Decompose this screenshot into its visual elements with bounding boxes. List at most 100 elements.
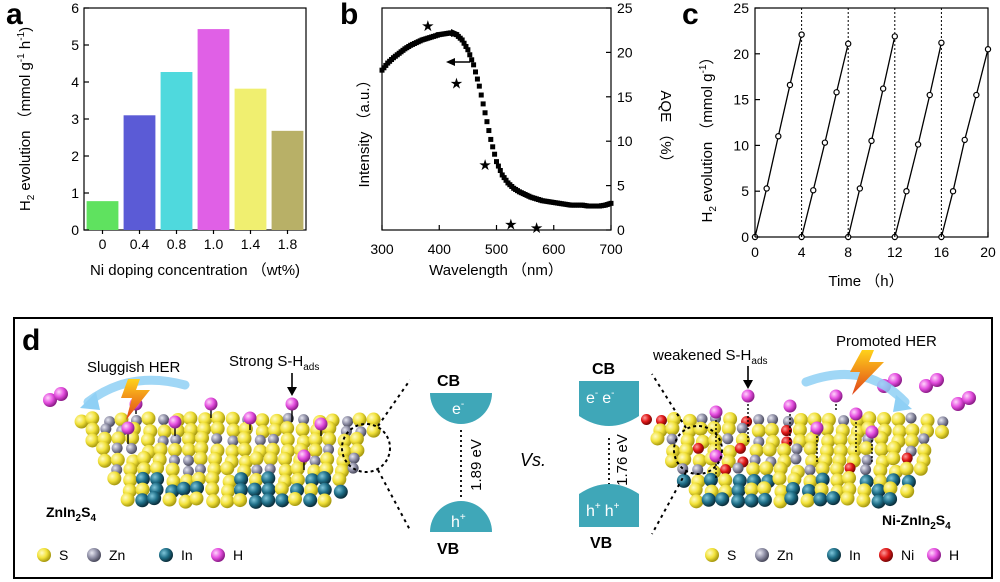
legend-swatch: [159, 548, 173, 562]
panel-b-right-ylabel: AQE （%）: [657, 90, 674, 169]
h-atom: [285, 397, 299, 411]
panel-a: a 0 1 2 3 4 5 6 0 0.4 0.8 1.0 1.4 1.8 Ni doping con…: [6, 0, 307, 279]
atom: [323, 444, 335, 456]
atom: [85, 422, 100, 437]
x-tick-label: 4: [798, 244, 806, 260]
atom: [874, 442, 889, 457]
atom: [189, 491, 204, 506]
vb-label-left: VB: [437, 541, 459, 558]
atom: [676, 473, 691, 488]
atom: [689, 494, 704, 509]
atom: [135, 493, 150, 508]
atom: [833, 432, 848, 447]
electron-left: e-: [452, 399, 464, 418]
h2-atom: [919, 379, 933, 393]
atom: [722, 433, 734, 445]
h-atom: [709, 449, 723, 463]
atom: [777, 443, 792, 458]
atom: [317, 471, 332, 486]
electrons-right: e-e-: [586, 388, 615, 407]
atom: [917, 443, 932, 458]
panel-b-aqe-points: ★ ★ ★ ★ ★: [421, 18, 543, 237]
atom: [317, 482, 332, 497]
panel-c-xlabel: Time （h）: [828, 273, 903, 290]
panel-d-frame: [13, 317, 993, 579]
atom: [913, 461, 928, 476]
panel-c: c 0 4 8 12 16 20 0 5 10 15 20 25 Time （h） H2 evolu…: [682, 0, 996, 290]
atom: [317, 493, 332, 508]
y-tick-label: 0: [741, 229, 749, 245]
atom: [165, 462, 180, 477]
atom: [282, 412, 294, 424]
absorbance-point: [480, 101, 486, 107]
atom: [666, 433, 678, 445]
atom: [800, 493, 815, 508]
atom: [225, 444, 240, 459]
atom: [226, 423, 241, 438]
atom: [861, 454, 873, 466]
h-atom: [741, 389, 755, 403]
atom: [227, 435, 239, 447]
atom: [181, 442, 196, 457]
atom: [135, 471, 150, 486]
atom: [320, 452, 335, 467]
absorbance-point: [459, 37, 465, 43]
atom: [251, 464, 263, 476]
atom: [650, 431, 665, 446]
ni-zninS-crystal-right: [640, 389, 949, 509]
absorbance-point: [497, 168, 503, 174]
atom: [937, 416, 949, 428]
h-atom: [314, 417, 328, 431]
atom: [696, 413, 708, 425]
h-atom: [829, 389, 843, 403]
atom: [110, 452, 125, 467]
bolt-icon: [850, 350, 884, 395]
cycle-line: [940, 49, 989, 238]
cb-band-left: [430, 393, 492, 424]
atom: [753, 414, 765, 426]
aqe-star: ★: [478, 157, 491, 174]
atom: [261, 471, 276, 486]
atom: [366, 412, 381, 427]
y-tick-label: 25: [733, 0, 749, 16]
atom: [170, 434, 182, 446]
h-atom: [709, 405, 723, 419]
legend-label: Zn: [777, 547, 793, 563]
cycle-point: [821, 139, 829, 146]
y-tick-label: 6: [71, 0, 79, 16]
x-tick-label: 700: [599, 241, 623, 257]
atom: [290, 461, 305, 476]
atom: [332, 472, 347, 487]
x-tick-label: 600: [542, 241, 566, 257]
atom: [731, 494, 746, 509]
atom: [655, 414, 667, 426]
atom: [261, 493, 276, 508]
atom: [736, 422, 748, 434]
atom: [280, 432, 295, 447]
h2-atom: [951, 397, 965, 411]
atom: [211, 433, 223, 445]
bar: [123, 115, 156, 230]
atom: [153, 442, 168, 457]
atom: [773, 494, 788, 509]
h-atom: [243, 411, 257, 425]
aqe-star: ★: [450, 75, 463, 92]
atom: [140, 432, 155, 447]
atom: [819, 421, 834, 436]
atom: [263, 451, 278, 466]
panel-a-xlabel: Ni doping concentration （wt%): [90, 262, 300, 279]
x-tick-label: 400: [428, 241, 452, 257]
absorbance-point: [476, 83, 482, 89]
atom: [781, 425, 793, 437]
atom: [883, 492, 898, 507]
vb-band-left: [430, 501, 492, 532]
bar: [234, 88, 267, 230]
atom: [181, 431, 196, 446]
zninS-crystal-left: [74, 397, 381, 509]
cycle-point: [775, 133, 782, 140]
panel-c-cycle-dividers: [801, 8, 942, 237]
atom: [871, 483, 886, 498]
atom: [844, 462, 856, 474]
atom: [707, 421, 722, 436]
h-atom: [865, 425, 879, 439]
